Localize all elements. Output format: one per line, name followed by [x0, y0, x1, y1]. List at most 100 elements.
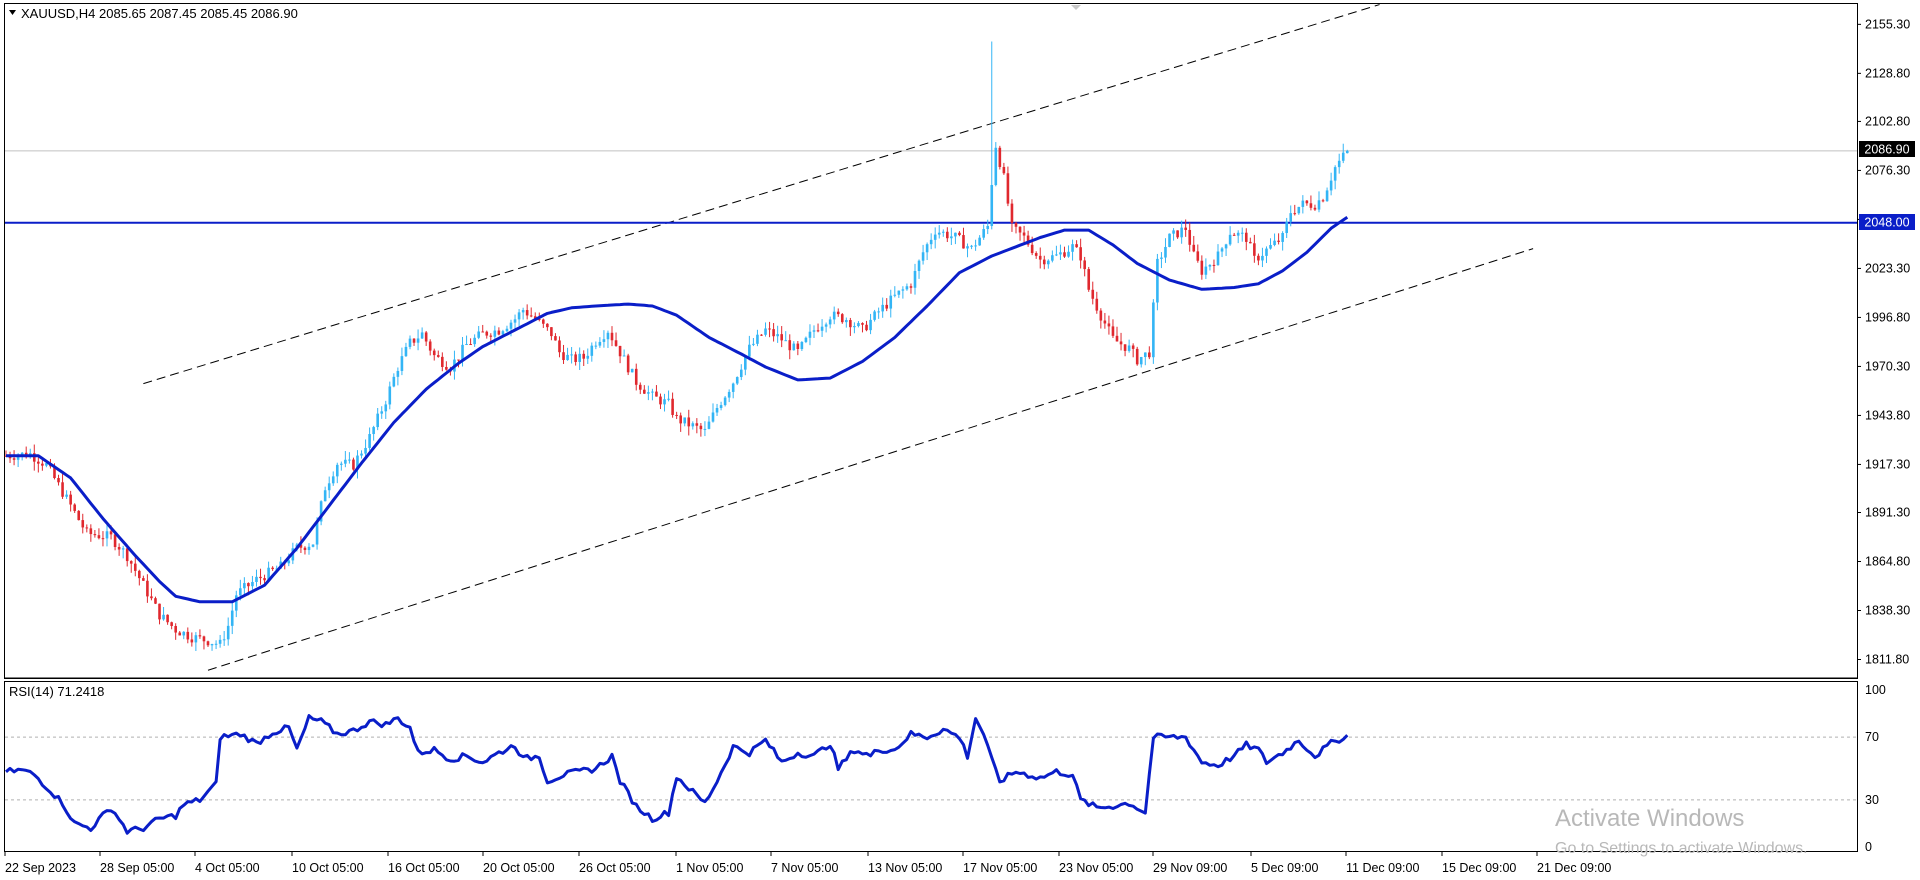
candle: [436, 350, 440, 358]
rsi-tick-label: 0: [1865, 840, 1872, 854]
candle: [1265, 246, 1268, 264]
candle: [275, 565, 278, 570]
main-chart-frame: [4, 3, 1858, 679]
candle: [582, 350, 586, 366]
candle: [562, 344, 565, 364]
candle: [554, 333, 557, 341]
candle: [1305, 199, 1309, 206]
candle: [243, 577, 246, 596]
candle: [663, 393, 666, 412]
time-tick-label: 4 Oct 05:00: [195, 861, 260, 875]
candle: [1249, 237, 1252, 244]
level-price-badge: 2048.00: [1859, 214, 1915, 230]
candle: [400, 347, 404, 376]
candle: [69, 490, 72, 512]
candle: [271, 566, 274, 571]
candle: [1055, 245, 1058, 257]
candle: [432, 348, 436, 361]
price-tick-label: 2076.30: [1865, 163, 1910, 177]
time-tick-label: 21 Dec 09:00: [1537, 861, 1611, 875]
candle: [1208, 264, 1212, 271]
candle: [1281, 231, 1284, 251]
candle: [493, 325, 497, 346]
candle: [186, 627, 190, 644]
candle: [691, 421, 695, 430]
candle: [784, 331, 788, 342]
candle: [1119, 332, 1123, 351]
candle: [376, 408, 379, 431]
candle: [1038, 247, 1042, 269]
candle: [1329, 172, 1333, 196]
candle: [1220, 246, 1224, 258]
rsi-tick-label: 30: [1865, 793, 1879, 807]
candle: [77, 510, 81, 521]
candle: [340, 461, 343, 471]
candle: [667, 390, 670, 402]
candle: [630, 368, 634, 373]
candle: [206, 640, 210, 647]
candle: [1232, 232, 1236, 236]
candle: [1143, 352, 1147, 366]
candle: [344, 451, 347, 468]
candle: [1115, 326, 1119, 342]
candle: [974, 239, 977, 251]
candle: [190, 632, 194, 647]
candle: [832, 306, 836, 325]
candle: [885, 298, 889, 312]
trend-channel: [143, 4, 1534, 671]
candle: [1156, 253, 1159, 311]
candle: [542, 318, 545, 328]
scroll-marker-icon[interactable]: [1071, 5, 1081, 10]
candle: [307, 543, 311, 555]
candle: [606, 330, 610, 348]
candle: [202, 635, 206, 650]
candle: [671, 392, 674, 418]
candle: [707, 416, 711, 430]
candle: [65, 490, 68, 499]
candle: [626, 353, 630, 376]
candle: [800, 341, 804, 351]
channel-lower-line[interactable]: [207, 248, 1534, 671]
candle: [1244, 228, 1248, 251]
price-tick-label: 2102.80: [1865, 114, 1910, 128]
candle: [259, 568, 262, 585]
candle: [182, 631, 186, 640]
time-tick-label: 17 Nov 05:00: [963, 861, 1037, 875]
candle: [388, 381, 392, 410]
candle: [622, 349, 626, 357]
candle: [1269, 238, 1272, 250]
candle: [998, 145, 1002, 170]
activate-windows-subtitle: Go to Settings to activate Windows.: [1555, 840, 1808, 857]
candle: [331, 471, 335, 486]
candle: [356, 450, 359, 479]
candle: [57, 474, 60, 486]
candle: [1228, 226, 1232, 246]
candle: [210, 643, 214, 651]
rsi-line[interactable]: [5, 714, 1349, 835]
candle: [497, 327, 501, 336]
time-tick-label: 23 Nov 05:00: [1059, 861, 1133, 875]
candle: [1103, 312, 1107, 329]
candle: [1224, 243, 1228, 256]
candle: [89, 524, 93, 542]
candle: [416, 329, 420, 351]
candle: [1253, 234, 1256, 263]
candle: [1204, 258, 1208, 280]
collapse-chevron-icon[interactable]: [9, 10, 16, 15]
candle: [150, 588, 153, 601]
rsi-header: RSI(14) 71.2418: [9, 684, 104, 699]
time-tick-label: 1 Nov 05:00: [676, 861, 743, 875]
channel-upper-line[interactable]: [143, 4, 1380, 385]
candle: [392, 373, 396, 388]
candle: [679, 412, 682, 432]
candle: [1063, 246, 1066, 258]
candle: [558, 336, 561, 358]
candle: [146, 574, 149, 603]
candle: [372, 425, 375, 441]
ma-line[interactable]: [6, 215, 1349, 604]
candle: [950, 227, 953, 246]
candle: [477, 325, 480, 340]
candle: [505, 325, 509, 333]
candle: [1313, 204, 1317, 211]
